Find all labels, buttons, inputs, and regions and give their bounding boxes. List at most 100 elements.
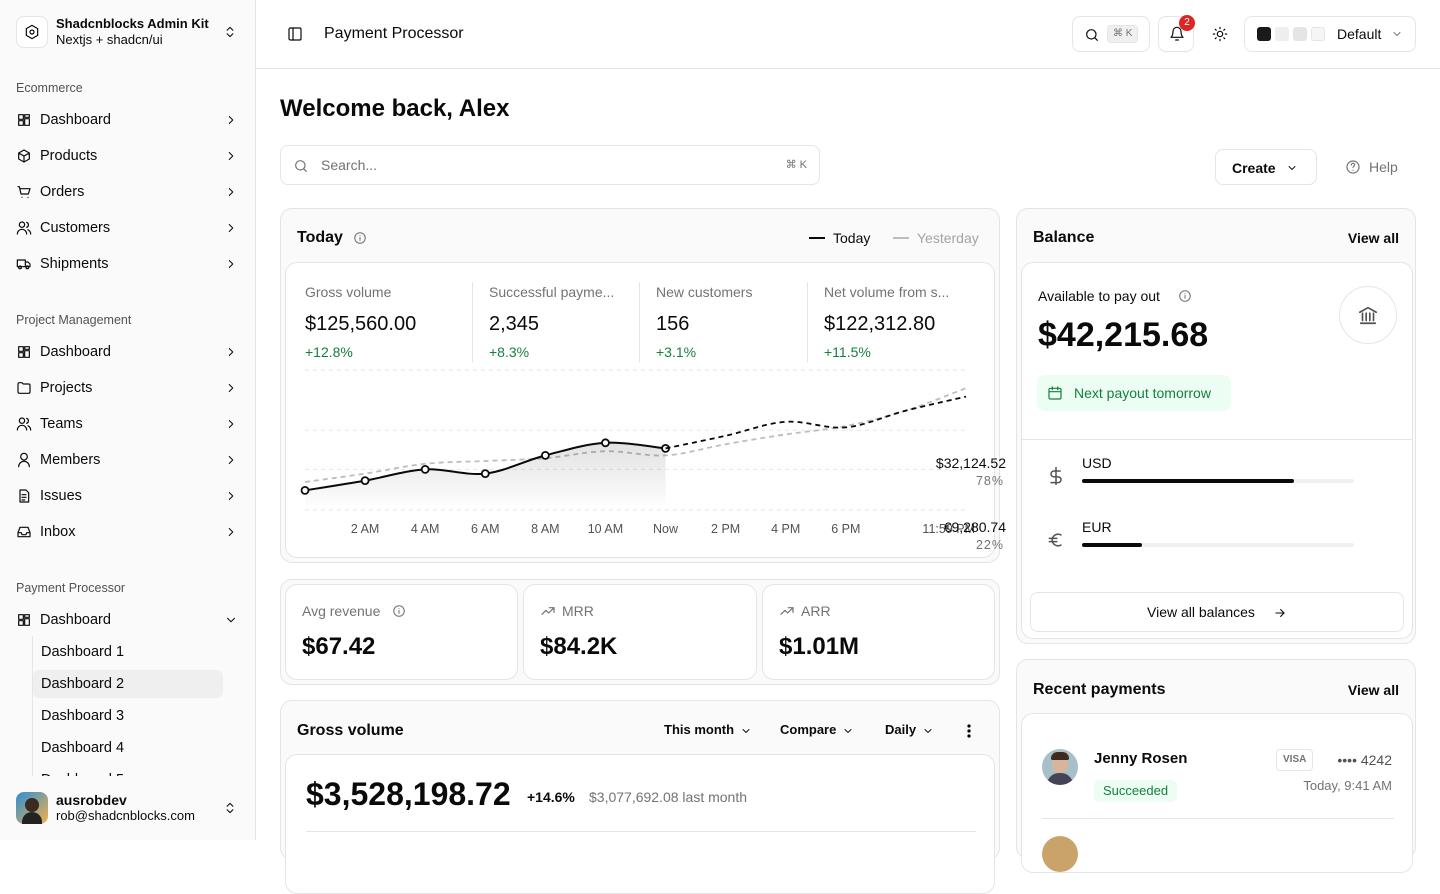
icon: [18, 114, 30, 126]
nav-group-label: Ecommerce: [16, 81, 83, 95]
chevron-path: [228, 223, 234, 233]
nav-item[interactable]: Orders: [8, 176, 246, 208]
nav-item[interactable]: Projects: [8, 372, 246, 404]
icon: [17, 186, 31, 198]
user-name: ausrobdev: [56, 792, 127, 808]
icon: [541, 607, 555, 615]
theme-select[interactable]: Default: [1244, 16, 1416, 52]
nav-item[interactable]: Customers: [8, 212, 246, 244]
chevron: [844, 729, 852, 733]
metric-card: Avg revenue $67.42: [285, 584, 518, 680]
welcome-heading: Welcome back, Alex: [280, 95, 510, 122]
search-button[interactable]: ⌘ K: [1072, 16, 1150, 52]
nav-item-label: Customers: [40, 220, 111, 236]
notifications-button[interactable]: 2: [1158, 15, 1195, 52]
stat-label: Gross volume: [305, 284, 392, 300]
recent-payments-view-all[interactable]: View all: [1347, 682, 1399, 698]
nav-subitem[interactable]: Dashboard 4: [33, 734, 223, 762]
recent-payments-title: Recent payments: [1033, 681, 1166, 698]
marker: [540, 450, 550, 460]
nav-item[interactable]: Inbox: [8, 516, 246, 548]
chevron: [228, 491, 234, 501]
help-button[interactable]: Help: [1337, 149, 1411, 185]
nav-item[interactable]: Dashboard: [8, 604, 246, 636]
chevron-path: [228, 419, 234, 429]
more-menu[interactable]: [964, 723, 974, 739]
nav-item-label: Members: [40, 452, 101, 468]
stat-label: Net volume from s...: [824, 284, 950, 300]
stat-change: +3.1%: [656, 344, 697, 360]
info-icon: [393, 605, 405, 617]
create-button[interactable]: Create: [1215, 149, 1317, 185]
legend-label: Today: [833, 230, 871, 246]
icon-path: [16, 221, 32, 235]
filter-dropdown[interactable]: This month: [664, 720, 752, 742]
nav-item[interactable]: Products: [8, 140, 246, 172]
brand-title: Shadcnblocks Admin Kit: [56, 16, 209, 31]
icon: [17, 382, 31, 394]
nav-group-label: Project Management: [16, 313, 132, 327]
nav-subitem[interactable]: Dashboard 1: [33, 638, 223, 666]
chevron-path: [228, 151, 234, 161]
nav-item-label: Shipments: [40, 256, 109, 272]
x-tick-label: 2 PM: [711, 522, 740, 536]
metric-value: $1.01M: [779, 633, 860, 660]
nav-item[interactable]: Teams: [8, 408, 246, 440]
gross-volume-title: Gross volume: [297, 722, 404, 739]
chevron: [228, 419, 234, 429]
user-menu[interactable]: [223, 801, 237, 815]
nav: Ecommerce Dashboard Products Orders Customer…: [0, 0, 255, 776]
icon: [18, 346, 30, 358]
nav-subitem[interactable]: Dashboard 5: [33, 766, 223, 776]
chevron: [924, 729, 932, 733]
metric-card: MRR $84.2K: [523, 584, 757, 680]
chevron: [228, 115, 234, 125]
nav-item-label: Projects: [40, 380, 93, 396]
search-input[interactable]: Search... ⌘ K: [280, 145, 820, 185]
icon-path: [18, 149, 30, 163]
balance-card: Balance View all Available to pay out $4…: [936, 208, 1416, 644]
nav-subitem-label: Dashboard 5: [41, 770, 124, 776]
payment-time: Today, 9:41 AM: [1303, 778, 1392, 793]
nav-item[interactable]: Shipments: [8, 248, 246, 280]
metric-label: ARR: [801, 603, 831, 619]
sidebar-toggle[interactable]: [287, 26, 303, 42]
brand-logo: [16, 16, 48, 48]
theme-toggle[interactable]: [1212, 26, 1228, 42]
stat-label: New customers: [656, 284, 753, 300]
nav-subitem[interactable]: Dashboard 2: [33, 670, 223, 698]
nav-item[interactable]: Dashboard: [8, 336, 246, 368]
metric-card: ARR $1.01M: [762, 584, 995, 680]
nav-subitem-label: Dashboard 4: [41, 740, 125, 756]
icon-path: [17, 186, 31, 198]
stat-value: 156: [656, 313, 690, 335]
chevron-path: [228, 383, 234, 393]
nav-item[interactable]: Members: [8, 444, 246, 476]
filter-dropdown[interactable]: Compare: [780, 720, 854, 742]
chevron-path: [924, 729, 932, 733]
chevron-path: [228, 259, 234, 269]
chevron: [228, 455, 234, 465]
chevron-path: [844, 729, 852, 733]
today-title: Today: [297, 229, 343, 246]
nav-subitem[interactable]: Dashboard 3: [33, 702, 223, 730]
nav-item-label: Inbox: [40, 524, 76, 540]
x-tick-label: 4 AM: [411, 522, 440, 536]
user-email: rob@shadcnblocks.com: [56, 808, 195, 823]
nav-item[interactable]: Dashboard: [8, 104, 246, 136]
brand-switch[interactable]: [223, 25, 237, 39]
chevron-path: [228, 455, 234, 465]
view-all-balances[interactable]: View all balances: [1030, 592, 1404, 632]
balance-view-all[interactable]: View all: [1347, 230, 1399, 246]
notification-badge: 2: [1179, 15, 1195, 31]
marker: [480, 469, 490, 479]
filter-dropdown[interactable]: Daily: [885, 720, 934, 742]
progress-fill: [1082, 543, 1142, 547]
stat-divider: [807, 282, 808, 362]
chevron: [228, 527, 234, 537]
nav-item[interactable]: Issues: [8, 480, 246, 512]
payment-status: Succeeded: [1094, 780, 1178, 802]
x-tick-label: 2 AM: [351, 522, 380, 536]
currency-amount: €9,280.74: [943, 519, 1006, 535]
